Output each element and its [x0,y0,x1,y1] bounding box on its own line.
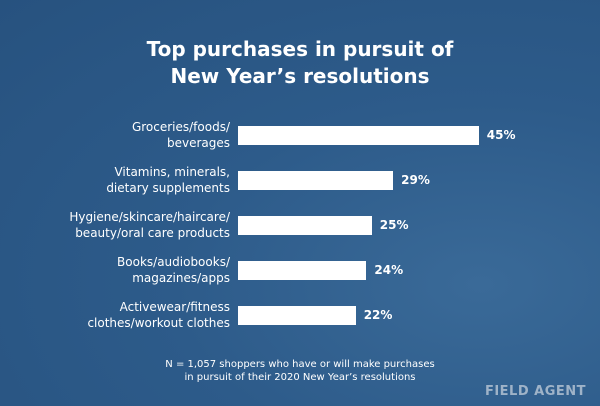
value-label: 45% [486,128,516,142]
value-label: 25% [379,218,409,232]
bar [238,215,372,235]
category-label: Hygiene/skincare/haircare/ beauty/oral c… [69,210,230,240]
logo: FIELD AGENT [484,384,586,399]
bar [238,260,367,280]
category-label: Activewear/fitness clothes/workout cloth… [87,300,230,330]
bar [238,125,479,145]
bar [238,170,394,190]
value-label: 22% [363,308,393,322]
category-label: Groceries/foods/ beverages [131,120,230,150]
category-label: Books/audiobooks/ magazines/apps [117,255,230,285]
chart-title: Top purchases in pursuit of New Year’s r… [146,37,454,88]
bar [238,305,356,325]
footnote: N = 1,057 shoppers who have or will make… [165,359,435,383]
category-label: Vitamins, minerals, dietary supplements [106,165,230,195]
value-label: 29% [401,173,430,187]
value-label: 24% [374,263,404,277]
